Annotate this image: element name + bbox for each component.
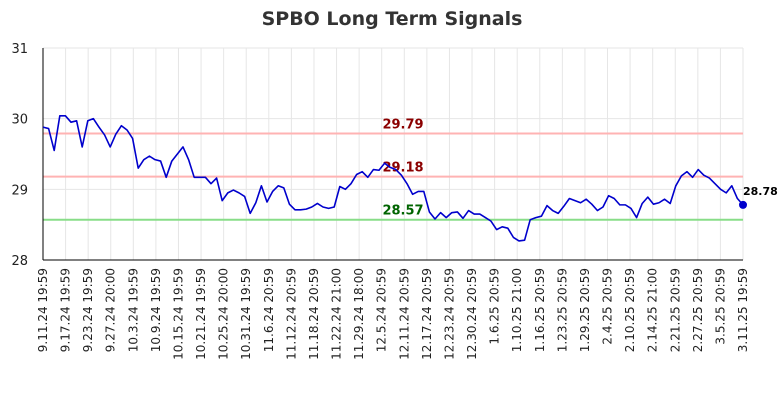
label-layer: 28.78 xyxy=(743,185,778,198)
chart-title: SPBO Long Term Signals xyxy=(262,8,523,30)
y-tick-label: 31 xyxy=(11,42,28,57)
x-tick-label: 2.4.25 20:59 xyxy=(601,268,615,345)
x-tick-label: 1.6.25 20:59 xyxy=(488,268,502,345)
x-tick-label: 1.29.25 20:59 xyxy=(578,268,592,352)
x-tick-label: 12.5.24 20:59 xyxy=(375,268,389,352)
x-tick-label: 2.27.25 20:59 xyxy=(691,268,705,352)
x-tick-label: 9.27.24 20:00 xyxy=(104,268,118,352)
price-series-line xyxy=(42,115,744,242)
x-tick-label: 1.10.25 21:00 xyxy=(510,268,524,352)
x-tick-label: 10.9.24 19:59 xyxy=(149,268,163,352)
x-tick-label: 9.17.24 19:59 xyxy=(59,268,73,352)
y-tick-label: 30 xyxy=(11,113,28,128)
x-tick-label: 10.15.24 19:59 xyxy=(171,268,185,360)
x-tick-label: 2.14.25 21:00 xyxy=(646,268,660,352)
x-tick-label: 1.23.25 20:59 xyxy=(555,268,569,352)
y-tick-label: 28 xyxy=(11,254,28,269)
last-value-label: 28.78 xyxy=(743,185,778,198)
signal-label: 28.57 xyxy=(382,204,423,219)
x-tick-label: 9.23.24 19:59 xyxy=(81,268,95,352)
axes: 28 29 30 31 9.11.24 19:59 9.17.24 19:59 9.23.2… xyxy=(11,42,750,360)
x-tick-label: 11.12.24 20:59 xyxy=(284,268,298,360)
series-layer xyxy=(42,115,747,242)
x-tick-label: 1.16.25 20:59 xyxy=(533,268,547,352)
signal-lines: 29.79 29.18 28.57 xyxy=(43,118,743,221)
x-tick-label: 10.21.24 19:59 xyxy=(194,268,208,360)
signal-label: 29.18 xyxy=(382,161,423,176)
x-tick-label: 2.21.25 20:59 xyxy=(668,268,682,352)
x-tick-label: 12.11.24 20:59 xyxy=(397,268,411,360)
x-tick-label: 12.17.24 20:59 xyxy=(420,268,434,360)
x-tick-label: 12.23.24 20:59 xyxy=(442,268,456,360)
x-tick-label: 3.5.25 20:59 xyxy=(713,268,727,345)
signal-label: 29.79 xyxy=(382,118,423,133)
x-tick-label: 10.3.24 19:59 xyxy=(126,268,140,352)
grid-layer xyxy=(42,47,744,261)
x-tick-label: 11.29.24 18:00 xyxy=(352,268,366,360)
y-tick-label: 29 xyxy=(11,183,28,198)
x-tick-label: 12.30.24 20:59 xyxy=(465,268,479,360)
x-tick-label: 10.31.24 19:59 xyxy=(239,268,253,360)
last-point-marker xyxy=(739,200,747,209)
x-tick-label: 11.18.24 20:59 xyxy=(307,268,321,360)
x-tick-label: 9.11.24 19:59 xyxy=(36,268,50,352)
x-tick-label: 2.10.25 20:59 xyxy=(623,268,637,352)
x-tick-label: 11.6.24 20:59 xyxy=(262,268,276,352)
x-tick-label: 10.25.24 20:00 xyxy=(217,268,231,360)
x-tick-label: 3.11.25 19:59 xyxy=(736,268,750,352)
x-tick-label: 11.22.24 21:00 xyxy=(330,268,344,360)
